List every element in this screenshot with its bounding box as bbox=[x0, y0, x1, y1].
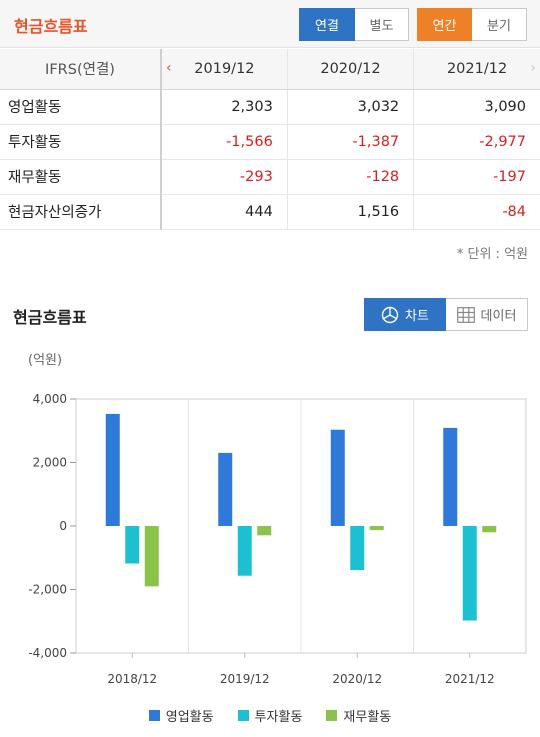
y-tick-label: 4,000 bbox=[33, 392, 67, 406]
legend-swatch bbox=[148, 710, 160, 721]
top-header: 현금흐름표 연결 별도 연간 분기 bbox=[0, 0, 540, 48]
x-tick-label: 2020/12 bbox=[332, 672, 382, 686]
data-view-label: 데이터 bbox=[480, 309, 517, 324]
table-cell: 444 bbox=[161, 194, 288, 230]
table-row: 투자활동 -1,566 -1,387 -2,977 bbox=[0, 124, 540, 160]
period-label: 2020/12 bbox=[320, 60, 381, 77]
period-label: 2021/12 bbox=[446, 60, 508, 77]
cashflow-bar-chart: (억원) 4,000 2,000 0 -2,000 -4,000 2018/12 2019/1… bbox=[28, 353, 527, 686]
view-toggle: 차트 데이터 bbox=[364, 298, 528, 331]
legend-swatch bbox=[237, 710, 249, 721]
pie-chart-icon bbox=[381, 306, 399, 323]
x-tick-label: 2018/12 bbox=[107, 672, 157, 686]
table-cell: -197 bbox=[413, 159, 540, 195]
period-header: 2020/12 bbox=[287, 49, 415, 90]
row-label: 재무활동 bbox=[0, 159, 162, 195]
consolidated-button[interactable]: 연결 bbox=[299, 8, 355, 41]
chevron-right-icon[interactable]: › bbox=[530, 60, 536, 76]
bar bbox=[350, 526, 365, 571]
y-tick-label: 2,000 bbox=[33, 456, 67, 470]
bar bbox=[125, 526, 140, 564]
table-cell: -84 bbox=[413, 194, 540, 230]
table-cell: -2,977 bbox=[413, 124, 540, 160]
table-cell: -1,387 bbox=[287, 124, 415, 160]
bar bbox=[462, 526, 477, 621]
bar bbox=[482, 526, 497, 533]
period-header: 2021/12 › bbox=[413, 49, 540, 90]
row-label: 현금자산의증가 bbox=[0, 194, 162, 230]
data-view-button[interactable]: 데이터 bbox=[446, 298, 528, 331]
table-row: 영업활동 2,303 3,032 3,090 bbox=[0, 89, 540, 125]
ifrs-header: IFRS(연결) bbox=[0, 49, 162, 90]
table-cell: 2,303 bbox=[161, 89, 288, 125]
annual-button[interactable]: 연간 bbox=[417, 8, 472, 41]
bar bbox=[144, 526, 159, 587]
y-tick-label: 0 bbox=[59, 519, 67, 533]
table-cell: 3,090 bbox=[413, 89, 540, 125]
bar bbox=[257, 526, 272, 536]
row-label: 투자활동 bbox=[0, 124, 162, 160]
legend-item: 영업활동 bbox=[148, 706, 214, 725]
y-tick-label: -4,000 bbox=[28, 646, 67, 660]
table-cell: 1,516 bbox=[287, 194, 415, 230]
separate-button[interactable]: 별도 bbox=[355, 8, 409, 41]
chart-view-button[interactable]: 차트 bbox=[364, 298, 446, 331]
chart-view-label: 차트 bbox=[405, 309, 429, 324]
bar bbox=[330, 429, 345, 526]
period-header: ‹ 2019/12 bbox=[161, 49, 288, 90]
legend-item: 투자활동 bbox=[237, 706, 303, 725]
table-cell: -293 bbox=[161, 159, 288, 195]
legend-label: 영업활동 bbox=[165, 710, 214, 725]
table-row: 재무활동 -293 -128 -197 bbox=[0, 159, 540, 195]
chevron-left-icon[interactable]: ‹ bbox=[166, 60, 172, 76]
chart-section-title: 현금흐름표 bbox=[13, 308, 87, 327]
table-row: 현금자산의증가 444 1,516 -84 bbox=[0, 194, 540, 230]
bar bbox=[237, 526, 252, 576]
chart-legend: 영업활동 투자활동 재무활동 bbox=[0, 706, 540, 725]
x-tick-label: 2021/12 bbox=[445, 672, 495, 686]
legend-label: 재무활동 bbox=[343, 710, 392, 725]
bar bbox=[443, 427, 458, 526]
bar bbox=[369, 526, 384, 531]
bar bbox=[218, 452, 233, 526]
period-toggle: 연간 분기 bbox=[417, 8, 527, 41]
table-cell: 3,032 bbox=[287, 89, 415, 125]
unit-note: * 단위 : 억원 bbox=[456, 247, 528, 262]
table-grid-icon bbox=[456, 306, 475, 323]
legend-swatch bbox=[326, 710, 338, 721]
period-label: 2019/12 bbox=[194, 60, 255, 77]
bar bbox=[105, 413, 120, 526]
table-header-row: IFRS(연결) ‹ 2019/12 2020/12 2021/12 › bbox=[0, 49, 540, 90]
table-cell: -1,566 bbox=[161, 124, 288, 160]
legend-item: 재무활동 bbox=[326, 706, 391, 725]
y-tick-label: -2,000 bbox=[28, 583, 67, 597]
page-title: 현금흐름표 bbox=[14, 17, 88, 36]
table-cell: -128 bbox=[287, 159, 415, 195]
scope-toggle: 연결 별도 bbox=[299, 8, 409, 41]
quarterly-button[interactable]: 분기 bbox=[472, 8, 527, 41]
cashflow-table: IFRS(연결) ‹ 2019/12 2020/12 2021/12 › 영업활… bbox=[0, 49, 540, 230]
row-label: 영업활동 bbox=[0, 89, 162, 125]
legend-label: 투자활동 bbox=[254, 710, 303, 725]
x-tick-label: 2019/12 bbox=[220, 672, 270, 686]
y-axis-label: (억원) bbox=[28, 353, 62, 368]
